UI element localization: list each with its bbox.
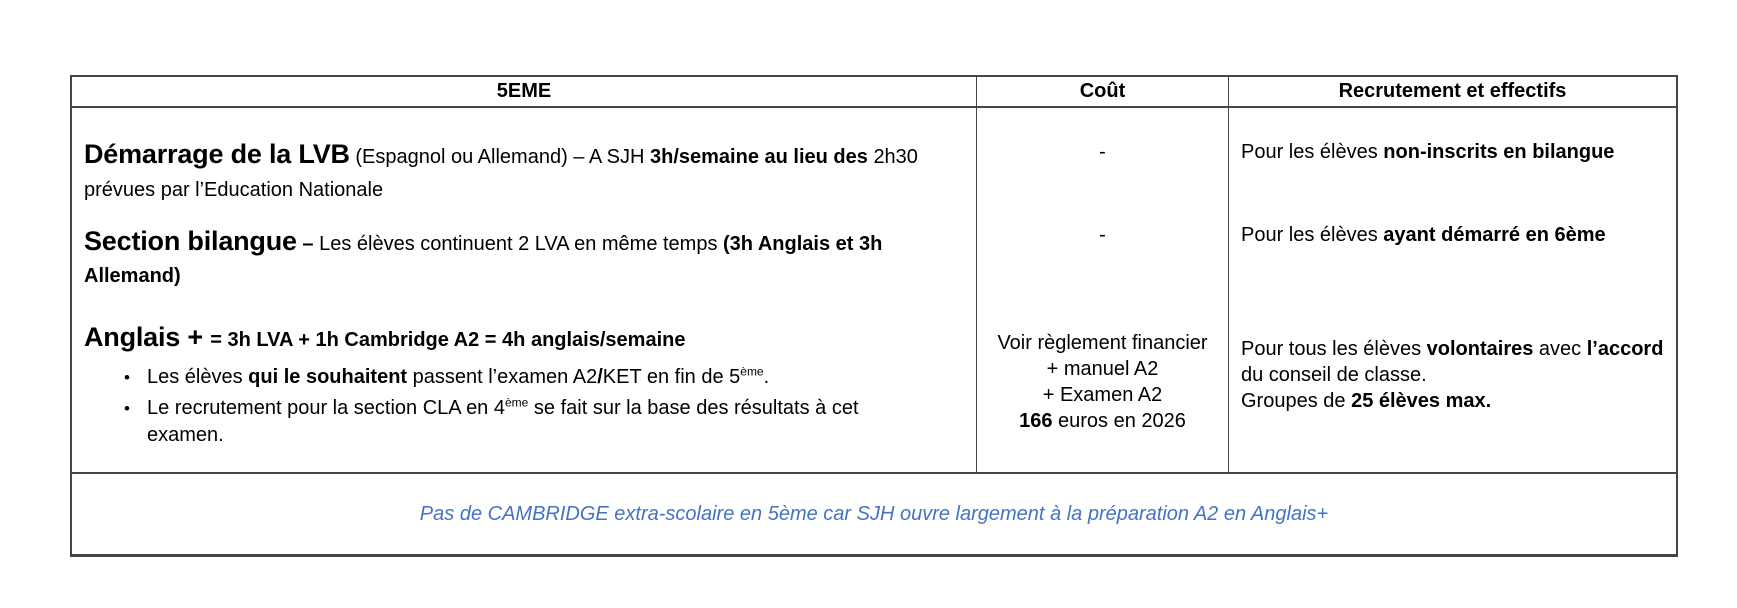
rec-ap-line3-pre: Groupes de [1241,390,1352,412]
anglais-plus-bullet-list: • Les élèves qui le souhaitent passent l… [84,364,934,449]
rec-ap-bold2: l’accord [1586,338,1664,360]
rec-ap-pre: Pour tous les élèves [1241,338,1427,360]
header-cell-cout: Coût [976,77,1228,108]
lvb-desc-line2: prévues par l’Education Nationale [84,179,384,201]
header-label-recrutement: Recrutement et effectifs [1338,80,1567,102]
program-section-bilangue: Section bilangue – Les élèves continuent… [84,225,934,292]
cost-line1: Voir règlement financier [997,332,1208,354]
rec-ap-line2: du conseil de classe. [1241,364,1427,386]
bullet1-bold: qui le souhaitent [248,366,408,388]
header-cell-recrutement: Recrutement et effectifs [1228,77,1676,108]
bullet2-line2: examen. [147,424,224,446]
recruitment-note-anglais-plus: Pour tous les élèves volontaires avec l’… [1241,336,1673,414]
rec-bilangue-pre: Pour les élèves [1241,224,1384,246]
program-title-bilangue: Section bilangue [84,226,297,256]
bullet-exam-text: Les élèves qui le souhaitent passent l’e… [147,364,867,391]
program-anglais-plus: Anglais + = 3h LVA + 1h Cambridge A2 = 4… [84,320,934,453]
bullet1-mid2: KET en fin de 5 [602,366,741,388]
bilangue-desc: Les élèves continuent 2 LVA en même temp… [319,233,724,255]
header-label-cout: Coût [1079,80,1126,102]
lvb-desc-pre: (Espagnol ou Allemand) – A SJH [349,146,650,168]
bullet-item-exam: • Les élèves qui le souhaitent passent l… [84,364,934,391]
anglais-plus-heading: Anglais + = 3h LVA + 1h Cambridge A2 = 4… [84,320,934,357]
lvb-desc-tail: 2h30 [873,146,918,168]
program-demarrage-lvb: Démarrage de la LVB (Espagnol ou Alleman… [84,138,934,207]
program-title-lvb: Démarrage de la LVB [84,139,350,169]
rec-ap-bold1: volontaires [1426,338,1534,360]
cost-details-anglais-plus: Voir règlement financier + manuel A2 + E… [977,330,1228,434]
lvb-desc-bold: 3h/semaine au lieu des [650,146,874,168]
rec-bilangue-bold: ayant démarré en 6ème [1383,224,1606,246]
cost-line4-rest: euros en 2026 [1052,410,1186,432]
bullet-icon: • [124,368,130,387]
bullet-icon: • [124,399,130,418]
cost-line3: + Examen A2 [1042,384,1163,406]
rec-ap-line3-bold: 25 élèves max. [1351,390,1492,412]
header-label-5eme: 5EME [496,80,552,102]
cost-amount: 166 [1019,410,1053,432]
bullet-cla-text: Le recrutement pour la section CLA en 4è… [147,395,867,449]
recruitment-column: Pour les élèves non-inscrits en bilangue… [1228,108,1676,472]
footer-note-row: Pas de CAMBRIDGE extra-scolaire en 5ème … [72,472,1676,554]
bullet1-sup: ème [740,364,764,379]
bullet2-pre: Le recrutement pour la section CLA en 4 [147,397,505,419]
bilangue-desc-bold2: Allemand) [84,265,181,287]
rec-lvb-bold: non-inscrits en bilangue [1383,141,1615,163]
cost-line2: + manuel A2 [1046,358,1159,380]
rec-lvb-pre: Pour les élèves [1241,141,1384,163]
footer-note: Pas de CAMBRIDGE extra-scolaire en 5ème … [419,502,1329,525]
bullet1-slash: / [597,366,603,388]
bilangue-dash: – [296,233,320,255]
programs-table: 5EME Coût Recrutement et effectifs Démar… [70,75,1678,557]
anglais-plus-formula: = 3h LVA + 1h Cambridge A2 = 4h anglais/… [210,329,686,351]
cost-column: - - Voir règlement financier + manuel A2… [976,108,1228,472]
header-cell-5eme: 5EME [72,77,976,108]
recruitment-note-lvb: Pour les élèves non-inscrits en bilangue [1241,141,1671,164]
bullet1-pre: Les élèves [147,366,249,388]
bullet-item-recrutement-cla: • Le recrutement pour la section CLA en … [84,395,934,449]
bullet1-end: . [763,366,770,388]
cost-dash-lvb: - [1099,141,1106,163]
rec-ap-mid: avec [1533,338,1587,360]
cost-dash-bilangue: - [1099,224,1106,246]
recruitment-note-bilangue: Pour les élèves ayant démarré en 6ème [1241,224,1671,247]
bullet2-sup: ème [505,395,529,410]
program-title-anglais-plus: Anglais + [84,322,211,352]
bullet1-mid: passent l’examen A2 [407,366,598,388]
bilangue-desc-bold1: (3h Anglais et 3h [723,233,883,255]
bullet2-mid: se fait sur la base des résultats à cet [528,397,859,419]
program-column: Démarrage de la LVB (Espagnol ou Alleman… [72,108,976,472]
